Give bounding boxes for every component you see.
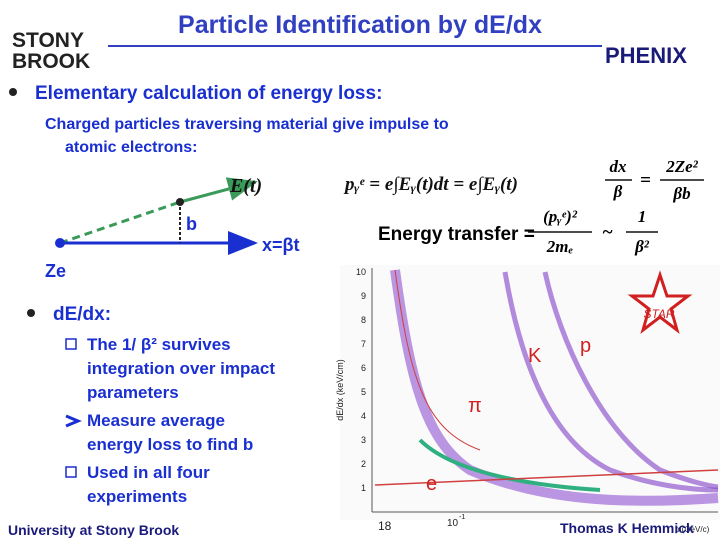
item-text: parameters (87, 383, 179, 402)
axis-label: dE/dx (keV/cm) (335, 359, 345, 421)
page-number: 18 (378, 519, 392, 533)
item-text: integration over impact (87, 359, 275, 378)
tick-label: 9 (361, 291, 366, 301)
logo-text: STONY (12, 29, 84, 52)
tick-label: 4 (361, 411, 366, 421)
formula: 2Ze² (665, 157, 698, 176)
tick-label: 6 (361, 363, 366, 373)
tick-label: 2 (361, 459, 366, 469)
bullet (9, 88, 17, 96)
checkbox-marker (65, 466, 77, 478)
tick-label: 3 (361, 435, 366, 445)
item-text: Used in all four (87, 463, 210, 482)
particle-label: e (426, 473, 437, 495)
formula: dx (610, 157, 628, 176)
arrow-marker (65, 414, 82, 428)
logo-text: PHENIX (605, 43, 687, 68)
label: Ze (45, 261, 66, 281)
label: b (186, 214, 197, 234)
checkbox-marker (65, 338, 77, 350)
field-label: E(t) (229, 175, 262, 197)
tick-label: 5 (361, 387, 366, 397)
formula: β² (634, 237, 650, 256)
item-text: experiments (87, 487, 187, 506)
formula: = (640, 170, 651, 191)
bullet-text: dE/dx: (53, 304, 111, 325)
band (418, 438, 601, 492)
bullet-text: Elementary calculation of energy loss: (35, 83, 382, 104)
logo-text: BROOK (12, 50, 90, 73)
star-logo (627, 270, 693, 334)
tick-label: 1 (361, 483, 366, 493)
band (542, 271, 719, 490)
band (502, 271, 719, 493)
electron (176, 198, 184, 206)
title: Particle Identification by dE/dx (178, 11, 542, 39)
formula: (pᵧᵉ)² (543, 207, 578, 226)
label: x=βt (262, 235, 300, 255)
formula: 2mₑ (546, 237, 574, 256)
axis-label: p (GeV/c) (675, 525, 710, 534)
tick-label: 10 (356, 267, 366, 277)
item-text: The 1/ β² survives (87, 335, 231, 354)
formula: ~ (602, 222, 613, 243)
item-text: energy loss to find b (87, 435, 253, 454)
bullet (27, 309, 35, 317)
field-arrow (179, 177, 258, 204)
tick-label: 7 (361, 339, 366, 349)
item-text: Measure average (87, 411, 225, 430)
formula: β (613, 182, 623, 201)
curve (394, 269, 481, 451)
curve (374, 469, 719, 486)
tick-label: 10 (447, 518, 459, 529)
dedx-plot (340, 265, 720, 520)
formula: Energy transfer = (378, 224, 535, 245)
particle-label: K (528, 345, 542, 367)
text: atomic electrons: (65, 139, 197, 156)
formula: βb (672, 184, 690, 203)
experiment-label: STAR (643, 307, 674, 321)
tick-label: 8 (361, 315, 366, 325)
tick-label: -1 (459, 514, 465, 521)
particle-label: π (468, 395, 482, 417)
footer-right: Thomas K Hemmick (560, 520, 694, 536)
particle (55, 238, 65, 248)
formula: pᵧᵉ = e∫Eᵧ(t)dt = e∫Eᵧ(t) (343, 174, 518, 196)
footer-left: University at Stony Brook (8, 522, 179, 538)
particle-label: p (580, 335, 591, 357)
formula: 1 (638, 207, 647, 226)
dashed-line (59, 200, 181, 245)
text: Charged particles traversing material gi… (45, 116, 449, 133)
